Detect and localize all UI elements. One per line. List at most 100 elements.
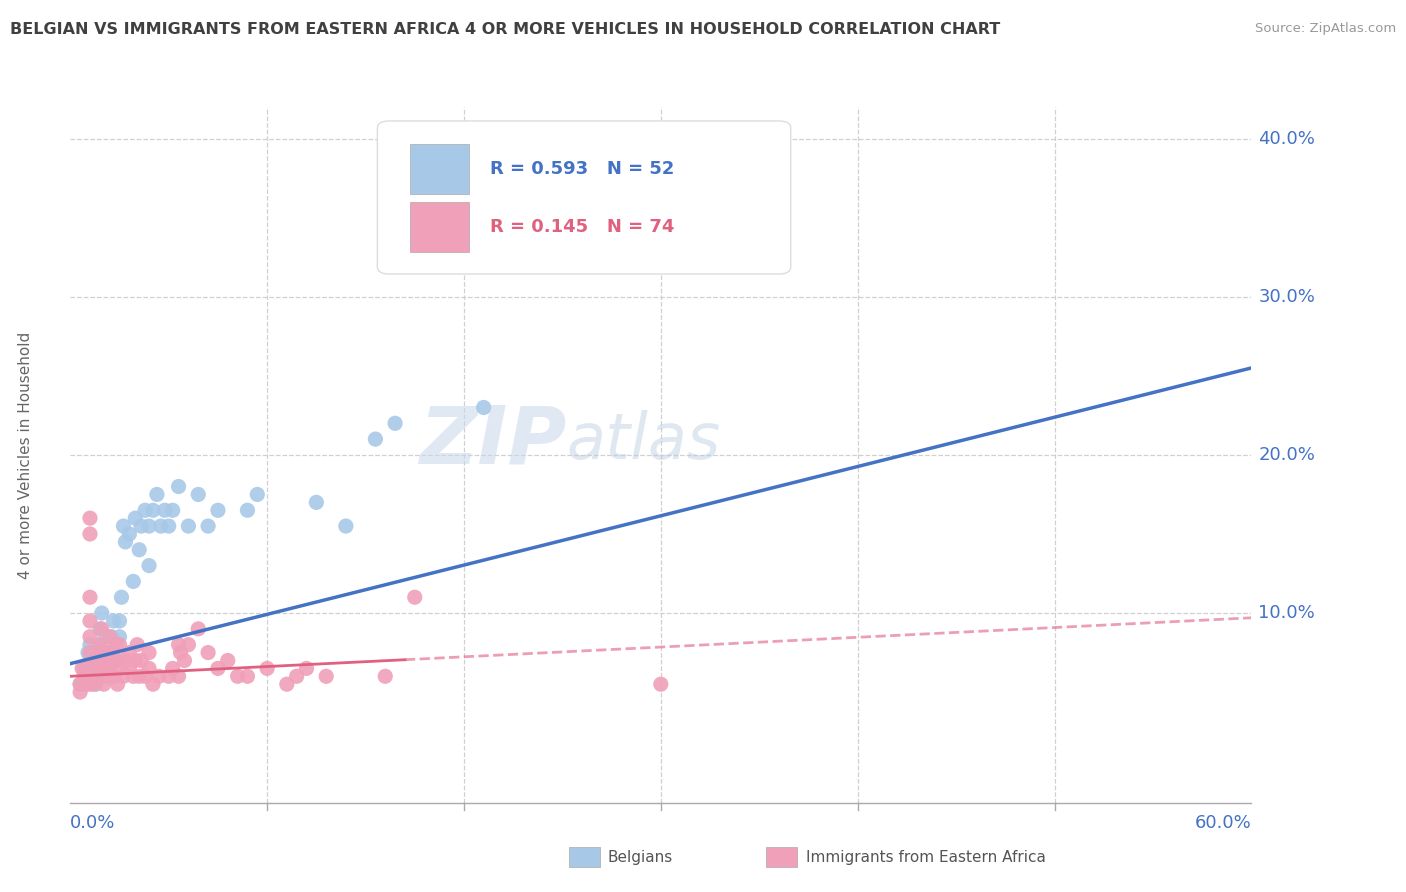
Point (177, 519, 200, 533)
Point (69, 677, 91, 691)
Point (142, 677, 165, 691)
Point (69, 685, 91, 699)
Point (157, 669, 180, 683)
Point (112, 669, 135, 683)
Text: BELGIAN VS IMMIGRANTS FROM EASTERN AFRICA 4 OR MORE VEHICLES IN HOUSEHOLD CORREL: BELGIAN VS IMMIGRANTS FROM EASTERN AFRIC… (10, 22, 1000, 37)
Point (187, 487, 209, 501)
Point (207, 661, 229, 675)
Point (93, 661, 115, 675)
Point (104, 653, 127, 667)
Text: 10.0%: 10.0% (1258, 604, 1315, 622)
Text: 0.0%: 0.0% (70, 814, 115, 831)
Point (128, 542, 150, 557)
Text: R = 0.593   N = 52: R = 0.593 N = 52 (489, 160, 673, 178)
Point (94, 646, 117, 660)
Point (77, 669, 100, 683)
Point (472, 401, 495, 415)
Text: 4 or more Vehicles in Household: 4 or more Vehicles in Household (18, 331, 32, 579)
Point (84, 669, 107, 683)
Point (79, 677, 101, 691)
Point (90, 622, 112, 636)
Point (167, 479, 190, 493)
Point (157, 519, 180, 533)
FancyBboxPatch shape (411, 144, 470, 194)
Point (276, 677, 298, 691)
Point (134, 669, 156, 683)
Point (404, 591, 426, 605)
Point (384, 417, 406, 431)
Point (73, 669, 96, 683)
Text: atlas: atlas (567, 410, 721, 472)
Point (571, 202, 593, 217)
Point (79, 527, 101, 541)
Point (173, 653, 195, 667)
Point (94, 661, 117, 675)
Point (98, 646, 121, 660)
Point (124, 653, 146, 667)
Text: Belgians: Belgians (607, 850, 672, 864)
Point (103, 614, 125, 628)
Point (94, 646, 117, 660)
Point (79, 614, 101, 628)
Point (295, 661, 318, 675)
Point (87, 653, 110, 667)
Point (127, 638, 149, 652)
Point (103, 653, 125, 667)
Text: 30.0%: 30.0% (1258, 288, 1315, 306)
Point (128, 669, 150, 683)
Text: R = 0.145   N = 74: R = 0.145 N = 74 (489, 218, 673, 235)
Point (90, 661, 112, 675)
Point (118, 661, 141, 675)
Point (142, 503, 165, 517)
Point (98, 661, 121, 675)
Point (169, 646, 191, 660)
Point (146, 487, 169, 501)
Point (98, 661, 121, 675)
Point (79, 653, 101, 667)
Point (97, 669, 120, 683)
Point (217, 653, 239, 667)
Point (162, 661, 184, 675)
Point (149, 519, 172, 533)
Point (364, 432, 387, 446)
Point (103, 669, 125, 683)
Point (79, 630, 101, 644)
Point (77, 646, 100, 660)
Point (75, 661, 97, 675)
Text: 40.0%: 40.0% (1258, 129, 1315, 148)
Point (98, 646, 121, 660)
Point (110, 591, 132, 605)
Point (89, 638, 111, 652)
Point (98, 630, 121, 644)
Point (83, 677, 105, 691)
Text: Source: ZipAtlas.com: Source: ZipAtlas.com (1256, 22, 1396, 36)
Point (177, 638, 200, 652)
Point (90, 606, 112, 620)
Text: 60.0%: 60.0% (1195, 814, 1251, 831)
Point (129, 653, 152, 667)
Point (236, 503, 259, 517)
Point (108, 630, 131, 644)
Point (124, 511, 146, 525)
Point (89, 638, 111, 652)
Text: ZIP: ZIP (419, 402, 567, 480)
Point (134, 503, 156, 517)
Point (79, 661, 101, 675)
Point (122, 574, 145, 589)
Point (108, 638, 131, 652)
Point (100, 630, 122, 644)
Point (246, 487, 269, 501)
Point (107, 677, 129, 691)
Text: Immigrants from Eastern Africa: Immigrants from Eastern Africa (806, 850, 1046, 864)
Point (138, 646, 160, 660)
Point (167, 669, 190, 683)
Point (79, 638, 101, 652)
Point (79, 669, 101, 683)
Point (129, 519, 152, 533)
Point (75, 677, 97, 691)
FancyBboxPatch shape (411, 202, 470, 252)
Point (118, 646, 141, 660)
Point (89, 653, 111, 667)
Point (69, 677, 91, 691)
Point (89, 669, 111, 683)
